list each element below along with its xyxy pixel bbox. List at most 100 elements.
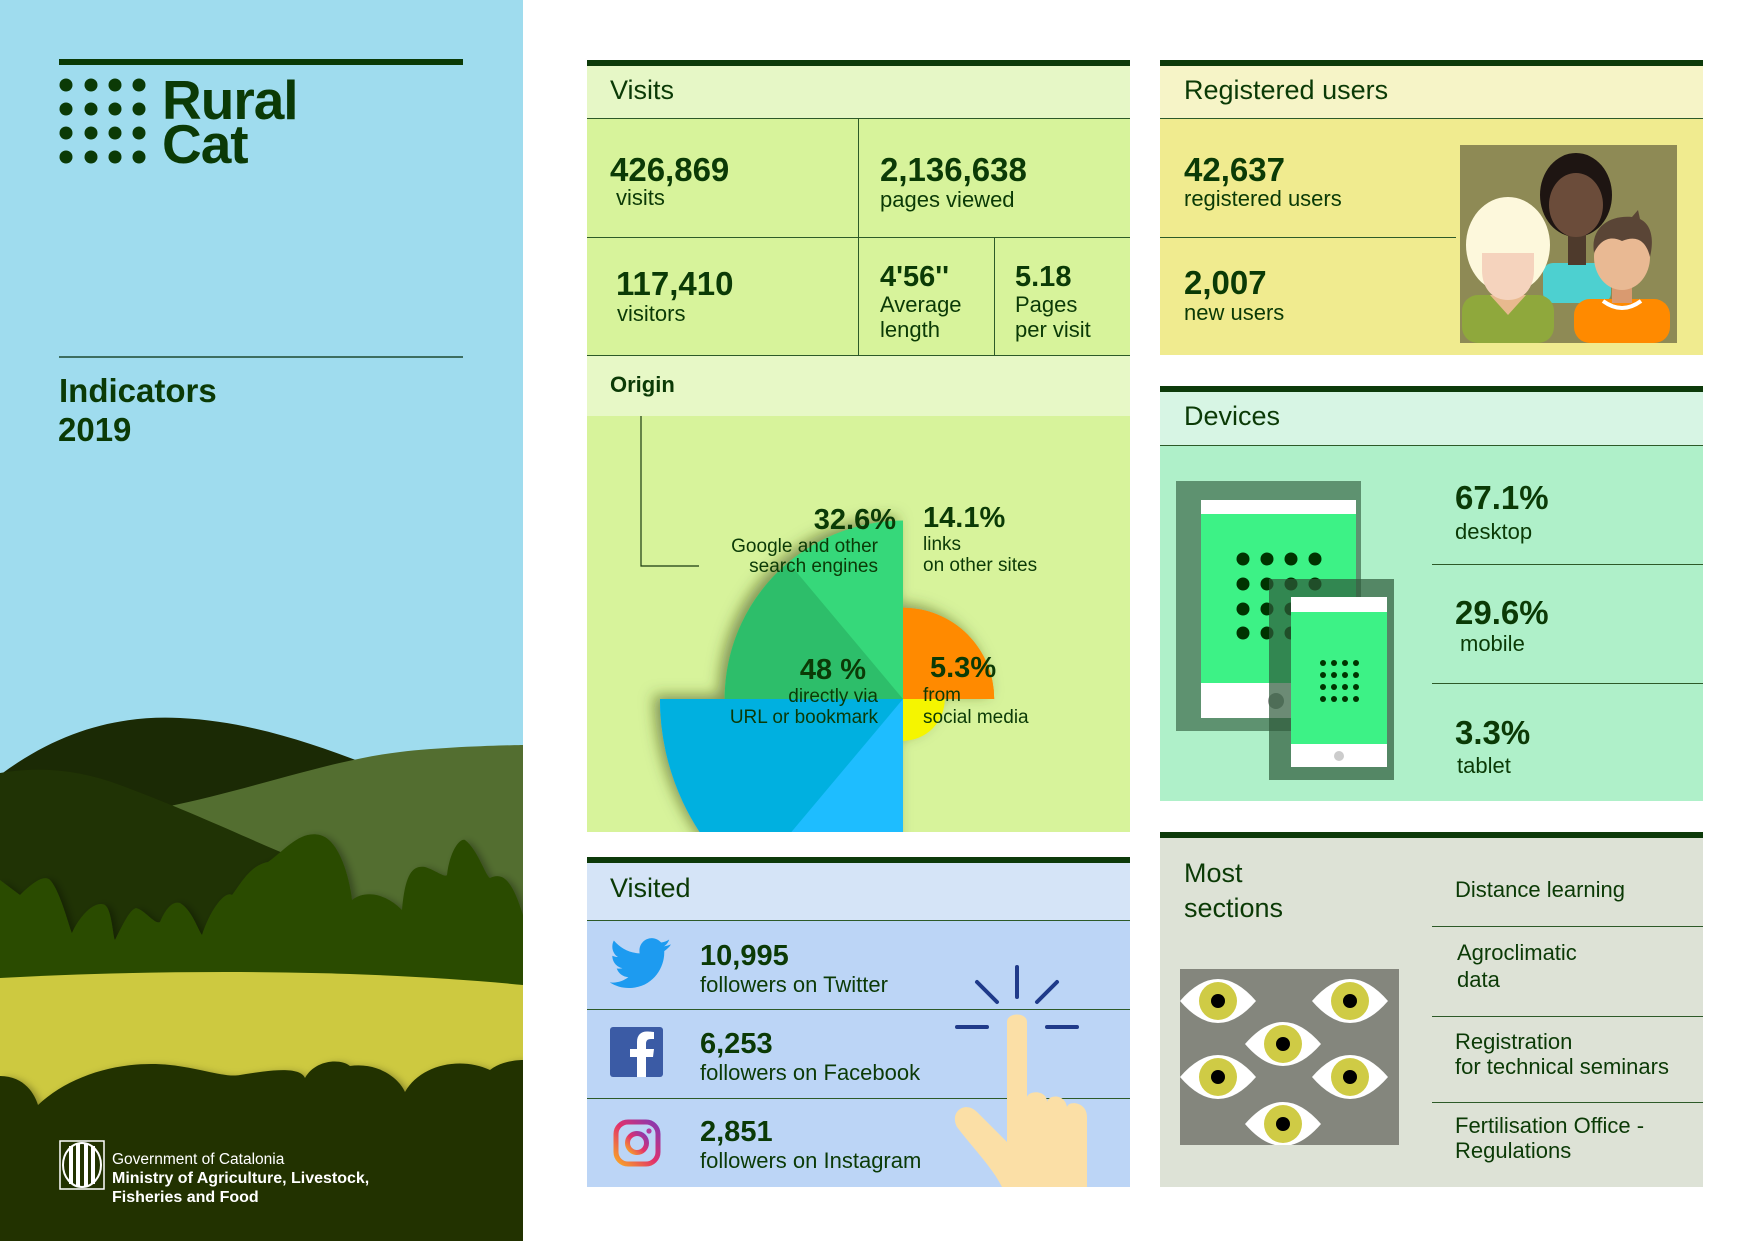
slice-direct-label-2: URL or bookmark bbox=[729, 707, 878, 728]
slice-social-label-2: social media bbox=[923, 707, 1029, 728]
registered-users-panel: Registered users 42,637 registered users… bbox=[1160, 60, 1703, 355]
new-users-value: 2,007 bbox=[1184, 264, 1267, 301]
visits-value: 426,869 bbox=[610, 151, 730, 188]
devices-illustration bbox=[1176, 481, 1394, 780]
visits-title: Visits bbox=[610, 75, 675, 105]
row-divider bbox=[1432, 1102, 1703, 1103]
pages-label: pages viewed bbox=[880, 187, 1015, 212]
slice-search-label-2: search engines bbox=[749, 556, 878, 577]
registered-header bbox=[1160, 66, 1703, 118]
pages-per-visit-label-2: per visit bbox=[1015, 317, 1091, 342]
pie-slice-shade-3 bbox=[660, 699, 903, 832]
footer-government: Government of Catalonia bbox=[112, 1151, 285, 1168]
row-divider bbox=[587, 1098, 1130, 1099]
eye-icon bbox=[1312, 979, 1388, 1023]
facebook-value: 6,253 bbox=[700, 1028, 773, 1060]
origin-title: Origin bbox=[610, 372, 675, 397]
row-divider bbox=[1432, 1016, 1703, 1017]
section-item-agroclimatic-2[interactable]: data bbox=[1457, 967, 1500, 992]
origin-chart bbox=[640, 416, 995, 832]
mobile-label: mobile bbox=[1460, 631, 1525, 656]
row-divider bbox=[1432, 683, 1703, 684]
section-item-fertilisation-2[interactable]: Regulations bbox=[1455, 1138, 1572, 1163]
instagram-icon[interactable] bbox=[613, 1119, 661, 1167]
twitter-label: followers on Twitter bbox=[700, 972, 888, 997]
tablet-label: tablet bbox=[1457, 753, 1511, 778]
registered-title: Registered users bbox=[1184, 75, 1389, 105]
eye-icon bbox=[1245, 1102, 1321, 1145]
twitter-value: 10,995 bbox=[700, 940, 789, 972]
visits-label: visits bbox=[616, 185, 665, 210]
origin-header bbox=[587, 356, 1130, 416]
pages-per-visit-value: 5.18 bbox=[1015, 261, 1072, 293]
cover-panel: Rural Cat Indicators 2019 Government of … bbox=[0, 0, 523, 1241]
instagram-value: 2,851 bbox=[700, 1116, 773, 1148]
eye-icon bbox=[1180, 979, 1256, 1023]
devices-panel: Devices 67.1% desktop 29.6% mobile 3.3% … bbox=[1160, 386, 1703, 801]
row-divider bbox=[1160, 118, 1703, 119]
eye-icon bbox=[1245, 1022, 1321, 1066]
desktop-value: 67.1% bbox=[1455, 479, 1549, 516]
col-divider bbox=[994, 237, 995, 355]
pages-per-visit-label: Pages bbox=[1015, 292, 1078, 317]
report-year: 2019 bbox=[58, 411, 132, 448]
sections-title-1: Most bbox=[1184, 858, 1243, 888]
avg-length-label: Average bbox=[880, 292, 962, 317]
top-rule bbox=[59, 59, 463, 65]
users-illustration bbox=[1460, 145, 1677, 343]
visits-panel: Visits 426,869 visits 2,136,638 pages vi… bbox=[587, 60, 1130, 832]
visitors-value: 117,410 bbox=[616, 265, 734, 302]
desktop-label: desktop bbox=[1455, 519, 1533, 544]
eyes-illustration bbox=[1180, 969, 1399, 1145]
pie-slice-shade-0 bbox=[724, 562, 903, 699]
landscape-illustration bbox=[0, 717, 523, 1241]
brand-line-2: Cat bbox=[162, 113, 249, 175]
facebook-icon[interactable] bbox=[610, 1027, 663, 1077]
twitter-icon[interactable] bbox=[610, 937, 672, 991]
visited-panel: Visited 10,995 followers on Twitter 6,25… bbox=[587, 857, 1130, 1187]
col-divider bbox=[858, 118, 859, 355]
new-users-label: new users bbox=[1184, 300, 1285, 325]
row-divider bbox=[587, 1009, 1130, 1010]
visited-title: Visited bbox=[610, 873, 691, 903]
section-item-registration-2[interactable]: for technical seminars bbox=[1455, 1054, 1669, 1079]
pie-slice-1 bbox=[903, 607, 995, 699]
panel-top-rule bbox=[1160, 60, 1703, 66]
slice-search-label-1: Google and other bbox=[731, 536, 878, 557]
section-item-registration[interactable]: Registration bbox=[1455, 1029, 1573, 1054]
row-divider bbox=[587, 920, 1130, 921]
government-emblem bbox=[59, 1140, 105, 1190]
facebook-label: followers on Facebook bbox=[700, 1060, 921, 1085]
pointing-hand-icon bbox=[954, 965, 1087, 1187]
visits-header bbox=[587, 66, 1130, 118]
sections-panel: Most sections Distance learning Agroclim… bbox=[1160, 832, 1703, 1187]
registered-value: 42,637 bbox=[1184, 151, 1285, 188]
footer-ministry-cont: Fisheries and Food bbox=[112, 1189, 259, 1206]
eye-icon bbox=[1180, 1055, 1256, 1099]
section-item-agroclimatic[interactable]: Agroclimatic bbox=[1457, 940, 1577, 965]
tablet-value: 3.3% bbox=[1455, 714, 1531, 751]
row-divider bbox=[1432, 926, 1703, 927]
slice-links-label-1: links bbox=[923, 534, 962, 555]
pages-value: 2,136,638 bbox=[880, 151, 1027, 188]
slice-direct-pct: 48 % bbox=[799, 654, 866, 686]
slice-social-pct: 5.3% bbox=[930, 652, 997, 684]
slice-social-label-1: from bbox=[923, 685, 961, 706]
slice-direct-label-1: directly via bbox=[788, 686, 878, 707]
panel-top-rule bbox=[587, 857, 1130, 863]
slice-search-pct: 32.6% bbox=[813, 504, 896, 536]
eye-icon bbox=[1312, 1055, 1388, 1099]
rural-cat-logo-dots bbox=[59, 78, 146, 164]
row-divider bbox=[587, 355, 1130, 356]
devices-header bbox=[1160, 392, 1703, 445]
panel-top-rule bbox=[587, 60, 1130, 66]
section-item-fertilisation[interactable]: Fertilisation Office - bbox=[1455, 1113, 1645, 1138]
row-divider bbox=[1160, 445, 1703, 446]
section-item-distance-learning[interactable]: Distance learning bbox=[1455, 877, 1625, 902]
avg-length-value: 4'56'' bbox=[880, 261, 950, 293]
visited-header bbox=[587, 863, 1130, 920]
divider-rule bbox=[59, 356, 463, 358]
footer-ministry: Ministry of Agriculture, Livestock, bbox=[112, 1170, 370, 1187]
instagram-label: followers on Instagram bbox=[700, 1148, 922, 1173]
row-divider bbox=[1160, 237, 1456, 238]
